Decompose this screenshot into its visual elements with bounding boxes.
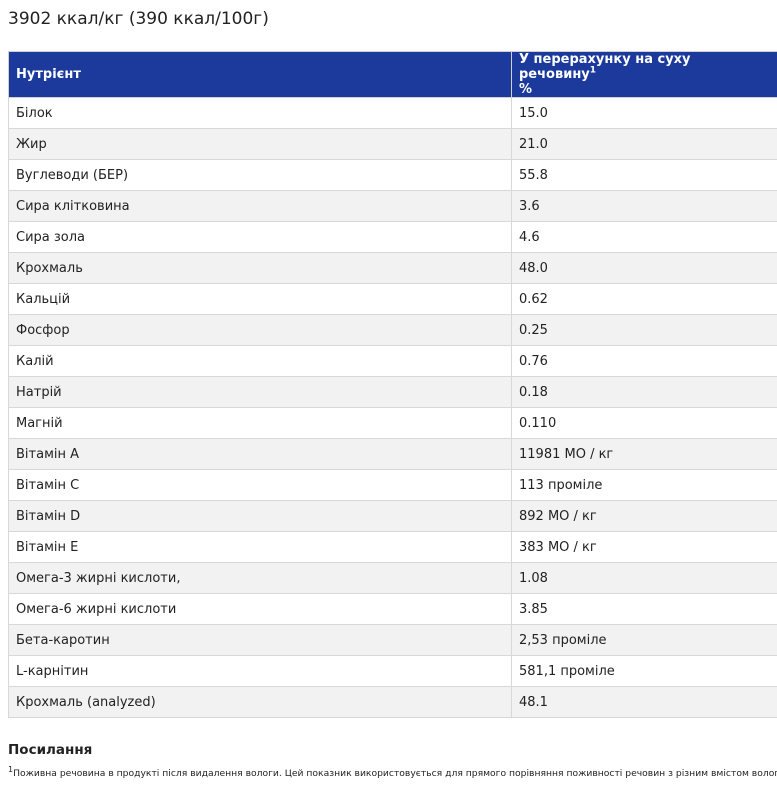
nutrient-name-cell: Натрій (8, 376, 512, 408)
nutrient-table-body: Білок 15.0 Жир 21.0 Вуглеводи (БЕР) 55.8 Сира … (8, 97, 777, 718)
nutrient-name-cell: Фосфор (8, 314, 512, 346)
nutrient-column-header: Нутрієнт (8, 51, 512, 98)
table-row: Вітамін C 113 проміле (8, 469, 777, 501)
nutrient-value-cell: 15.0 (511, 97, 777, 129)
nutrient-name-cell: Вітамін C (8, 469, 512, 501)
footnote-number: 1 (8, 764, 14, 774)
table-row: Вуглеводи (БЕР) 55.8 (8, 159, 777, 191)
dry-matter-header-text: У перерахунку на суху речовину1 (519, 52, 770, 82)
nutrient-value-cell: 113 проміле (511, 469, 777, 501)
nutrient-value-cell: 0.110 (511, 407, 777, 439)
table-row: Жир 21.0 (8, 128, 777, 160)
nutrient-value-cell: 0.76 (511, 345, 777, 377)
nutrient-name-cell: Жир (8, 128, 512, 160)
nutrient-name-cell: Сира зола (8, 221, 512, 253)
table-row: Фосфор 0.25 (8, 314, 777, 346)
table-row: Натрій 0.18 (8, 376, 777, 408)
table-row: Калій 0.76 (8, 345, 777, 377)
nutrient-value-cell: 3.6 (511, 190, 777, 222)
nutrient-value-cell: 1.08 (511, 562, 777, 594)
energy-heading: 3902 ккал/кг (390 ккал/100г) (8, 9, 269, 29)
nutrient-value-cell: 0.25 (511, 314, 777, 346)
nutrient-value-cell: 892 МО / кг (511, 500, 777, 532)
nutrient-name-cell: Магній (8, 407, 512, 439)
nutrient-value-cell: 21.0 (511, 128, 777, 160)
table-row: Омега-6 жирні кислоти 3.85 (8, 593, 777, 625)
table-row: Магній 0.110 (8, 407, 777, 439)
nutrient-value-cell: 4.6 (511, 221, 777, 253)
nutrient-value-cell: 11981 МО / кг (511, 438, 777, 470)
nutrient-value-cell: 48.0 (511, 252, 777, 284)
nutrient-name-cell: Омега-3 жирні кислоти, (8, 562, 512, 594)
table-row: Крохмаль 48.0 (8, 252, 777, 284)
table-row: Кальцій 0.62 (8, 283, 777, 315)
table-row: Вітамін D 892 МО / кг (8, 500, 777, 532)
nutrient-name-cell: Вітамін E (8, 531, 512, 563)
table-row: L-карнітин 581,1 проміле (8, 655, 777, 687)
table-row: Вітамін А 11981 МО / кг (8, 438, 777, 470)
dry-matter-column-header: У перерахунку на суху речовину1 % (511, 51, 777, 98)
nutrient-value-cell: 0.62 (511, 283, 777, 315)
nutrient-table: Нутрієнт У перерахунку на суху речовину1… (8, 51, 777, 718)
unit-label: % (519, 82, 533, 97)
footnote-text: Поживна речовина в продукті після видале… (13, 768, 777, 779)
table-header-row: Нутрієнт У перерахунку на суху речовину1… (8, 51, 777, 98)
nutrient-value-cell: 383 МО / кг (511, 531, 777, 563)
nutrient-name-cell: Вуглеводи (БЕР) (8, 159, 512, 191)
nutrient-value-cell: 55.8 (511, 159, 777, 191)
table-row: Вітамін E 383 МО / кг (8, 531, 777, 563)
nutrient-name-cell: Калій (8, 345, 512, 377)
references-title: Посилання (8, 742, 93, 758)
nutrient-value-cell: 48.1 (511, 686, 777, 718)
nutrient-value-cell: 581,1 проміле (511, 655, 777, 687)
nutrient-name-cell: Крохмаль (analyzed) (8, 686, 512, 718)
footnote-marker: 1 (589, 65, 597, 76)
table-row: Омега-3 жирні кислоти, 1.08 (8, 562, 777, 594)
footnote: 1Поживна речовина в продукті після видал… (8, 764, 777, 779)
nutrient-name-cell: Сира клітковина (8, 190, 512, 222)
table-row: Білок 15.0 (8, 97, 777, 129)
nutrient-name-cell: Крохмаль (8, 252, 512, 284)
nutrient-name-cell: Омега-6 жирні кислоти (8, 593, 512, 625)
table-row: Сира зола 4.6 (8, 221, 777, 253)
nutrient-name-cell: Білок (8, 97, 512, 129)
nutrient-name-cell: Вітамін А (8, 438, 512, 470)
nutrient-name-cell: Бета-каротин (8, 624, 512, 656)
nutrient-value-cell: 2,53 проміле (511, 624, 777, 656)
nutrient-value-cell: 0.18 (511, 376, 777, 408)
nutrient-name-cell: L-карнітин (8, 655, 512, 687)
nutrient-value-cell: 3.85 (511, 593, 777, 625)
nutrient-name-cell: Кальцій (8, 283, 512, 315)
table-row: Бета-каротин 2,53 проміле (8, 624, 777, 656)
dry-matter-label: У перерахунку на суху речовину (519, 52, 691, 82)
table-row: Сира клітковина 3.6 (8, 190, 777, 222)
table-row: Крохмаль (analyzed) 48.1 (8, 686, 777, 718)
nutrient-name-cell: Вітамін D (8, 500, 512, 532)
